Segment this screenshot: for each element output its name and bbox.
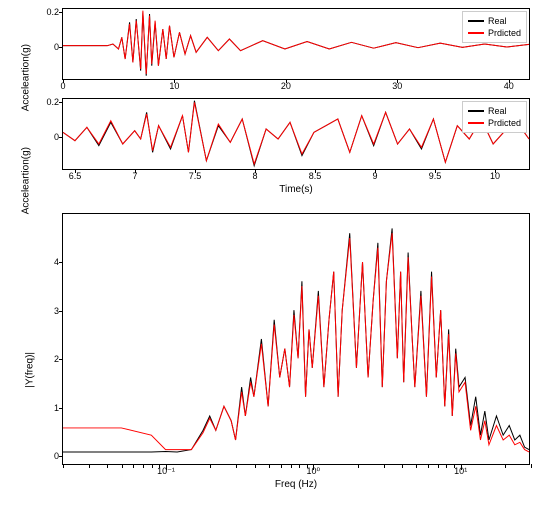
legend-row-real: Real (468, 105, 521, 117)
series-predicted (63, 11, 529, 74)
legend-top: Real Prdicted (462, 11, 527, 43)
ylabel-bot: |Y(freq)| (25, 352, 36, 388)
series-predicted (63, 102, 529, 164)
panel-bot: |Y(freq)| 0123410⁻¹10⁰10¹ Freq (Hz) (8, 213, 531, 490)
legend-swatch-predicted (468, 122, 484, 124)
legend-swatch-real (468, 110, 484, 112)
panel-mid: Acceleartion(g) Real Prdicted 00.26.577.… (8, 98, 531, 195)
panel-top: Acceleartion(g) Real Prdicted 00.2010203… (8, 8, 531, 80)
legend-row-predicted: Prdicted (468, 117, 521, 129)
figure: Acceleartion(g) Real Prdicted 00.2010203… (8, 8, 531, 490)
legend-row-real: Real (468, 15, 521, 27)
plot-area-top: Real Prdicted 00.2010203040 (62, 8, 530, 80)
plot-area-bot: 0123410⁻¹10⁰10¹ (62, 213, 530, 465)
xlabel-bot: Freq (Hz) (62, 479, 530, 490)
series-real (63, 12, 529, 75)
legend-label-predicted: Prdicted (488, 27, 521, 39)
legend-swatch-real (468, 20, 484, 22)
ytick-label: 0.2 (46, 7, 59, 17)
legend-swatch-predicted (468, 32, 484, 34)
legend-label-real: Real (488, 15, 507, 27)
legend-label-real: Real (488, 105, 507, 117)
ylabel-mid: Acceleartion(g) (21, 147, 32, 214)
xlabel-mid: Time(s) (62, 184, 530, 195)
legend-mid: Real Prdicted (462, 101, 527, 133)
ytick-label: 0.2 (46, 97, 59, 107)
plot-area-mid: Real Prdicted 00.26.577.588.599.510 (62, 98, 530, 170)
legend-row-predicted: Prdicted (468, 27, 521, 39)
series-predicted (63, 233, 529, 452)
legend-label-predicted: Prdicted (488, 117, 521, 129)
